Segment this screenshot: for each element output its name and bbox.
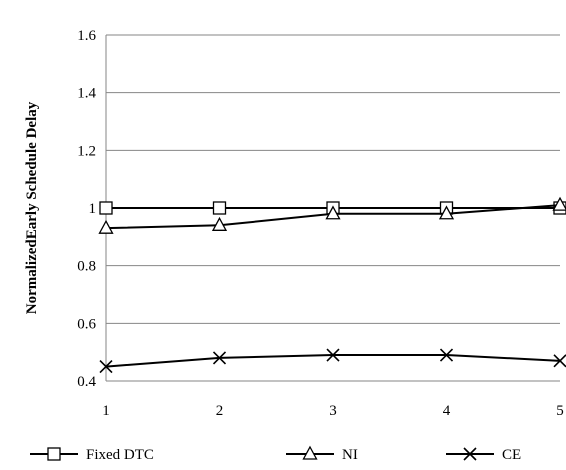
data-point xyxy=(553,354,566,368)
x-tick-label: 5 xyxy=(556,403,564,419)
legend-label: NI xyxy=(342,447,358,463)
data-point xyxy=(325,205,341,220)
data-point xyxy=(439,348,454,362)
x-tick-label: 4 xyxy=(443,403,451,419)
legend-item: Fixed DTC xyxy=(30,447,154,463)
series-line xyxy=(105,354,561,368)
data-point xyxy=(212,201,227,215)
y-tick-label: 1.2 xyxy=(77,143,96,159)
legend-marker xyxy=(302,445,318,460)
series-group xyxy=(98,196,566,374)
legend-item: CE xyxy=(446,447,521,463)
legend-label: CE xyxy=(502,447,521,463)
y-axis-label: NormalizedEarly Schedule Delay xyxy=(24,101,40,314)
y-tick-label: 0.4 xyxy=(77,374,96,390)
legend-marker xyxy=(463,447,477,461)
legend: Fixed DTC NI CE xyxy=(30,445,521,463)
data-point xyxy=(99,360,113,374)
series-ni xyxy=(98,196,566,234)
x-tick-label: 1 xyxy=(102,403,110,419)
x-tick-label: 2 xyxy=(216,403,224,419)
x-tick-label: 3 xyxy=(329,403,337,419)
data-point xyxy=(326,348,340,362)
data-point xyxy=(438,205,455,220)
data-point xyxy=(99,201,113,215)
y-tick-label: 1 xyxy=(89,201,97,217)
y-tick-labels: 0.4 0.6 0.8 1 1.2 1.4 1.6 xyxy=(77,28,96,390)
legend-label: Fixed DTC xyxy=(86,447,154,463)
data-point xyxy=(211,216,228,231)
y-tick-label: 1.6 xyxy=(77,28,96,44)
legend-item: NI xyxy=(286,445,358,463)
series-ce xyxy=(99,348,566,374)
data-point xyxy=(98,219,114,234)
x-tick-labels: 1 2 3 4 5 xyxy=(102,403,564,419)
y-tick-label: 0.8 xyxy=(77,259,96,275)
legend-marker xyxy=(47,447,61,461)
data-point xyxy=(212,351,227,365)
y-tick-label: 0.6 xyxy=(77,316,96,332)
data-point xyxy=(552,196,566,211)
y-tick-label: 1.4 xyxy=(77,86,96,102)
